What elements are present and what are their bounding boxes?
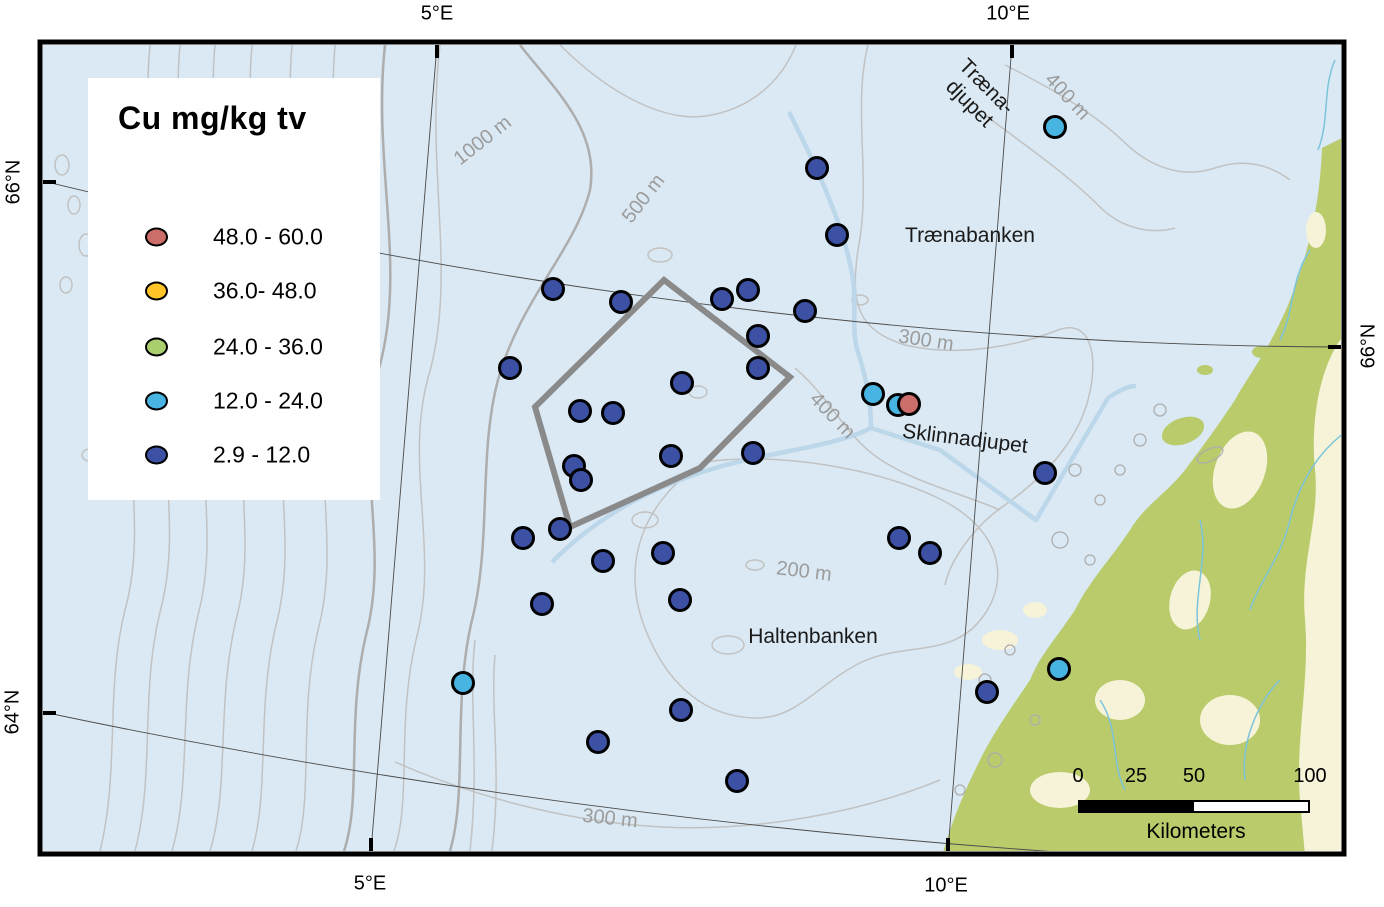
legend-row: 48.0 - 60.0 (88, 222, 380, 252)
legend-label: 48.0 - 60.0 (213, 223, 323, 250)
scale-bar-tick-label: 100 (1293, 765, 1327, 787)
legend-title: Cu mg/kg tv (118, 100, 307, 136)
scale-bar-unit: Kilometers (1146, 820, 1246, 843)
legend-row: 36.0- 48.0 (88, 276, 380, 306)
legend-label: 2.9 - 12.0 (213, 441, 311, 468)
legend-row: 24.0 - 36.0 (88, 332, 380, 362)
legend-label: 36.0- 48.0 (213, 277, 317, 304)
legend-swatch-green (145, 337, 168, 357)
legend-label: 12.0 - 24.0 (213, 387, 323, 414)
scale-bar-tick-label: 0 (1072, 765, 1084, 787)
legend-box: Cu mg/kg tv 48.0 - 60.0 36.0- 48.0 24.0 … (88, 78, 380, 500)
legend-row: 12.0 - 24.0 (88, 386, 380, 416)
graticule-ticks (43, 45, 1341, 851)
land (943, 59, 1341, 851)
legend-row: 2.9 - 12.0 (88, 440, 380, 470)
scale-bar-tick-label: 50 (1182, 765, 1206, 787)
legend-label: 24.0 - 36.0 (213, 333, 323, 360)
scale-bar-tick-label: 25 (1124, 765, 1148, 787)
legend-swatch-yellow (145, 281, 168, 301)
map-frame (37, 39, 1347, 857)
legend-swatch-lightblue (145, 391, 168, 411)
legend-swatch-red (145, 227, 168, 247)
legend-swatch-darkblue (145, 445, 168, 465)
scale-bar-filled-segment (1080, 802, 1194, 811)
scale-bar-track (1078, 800, 1310, 813)
